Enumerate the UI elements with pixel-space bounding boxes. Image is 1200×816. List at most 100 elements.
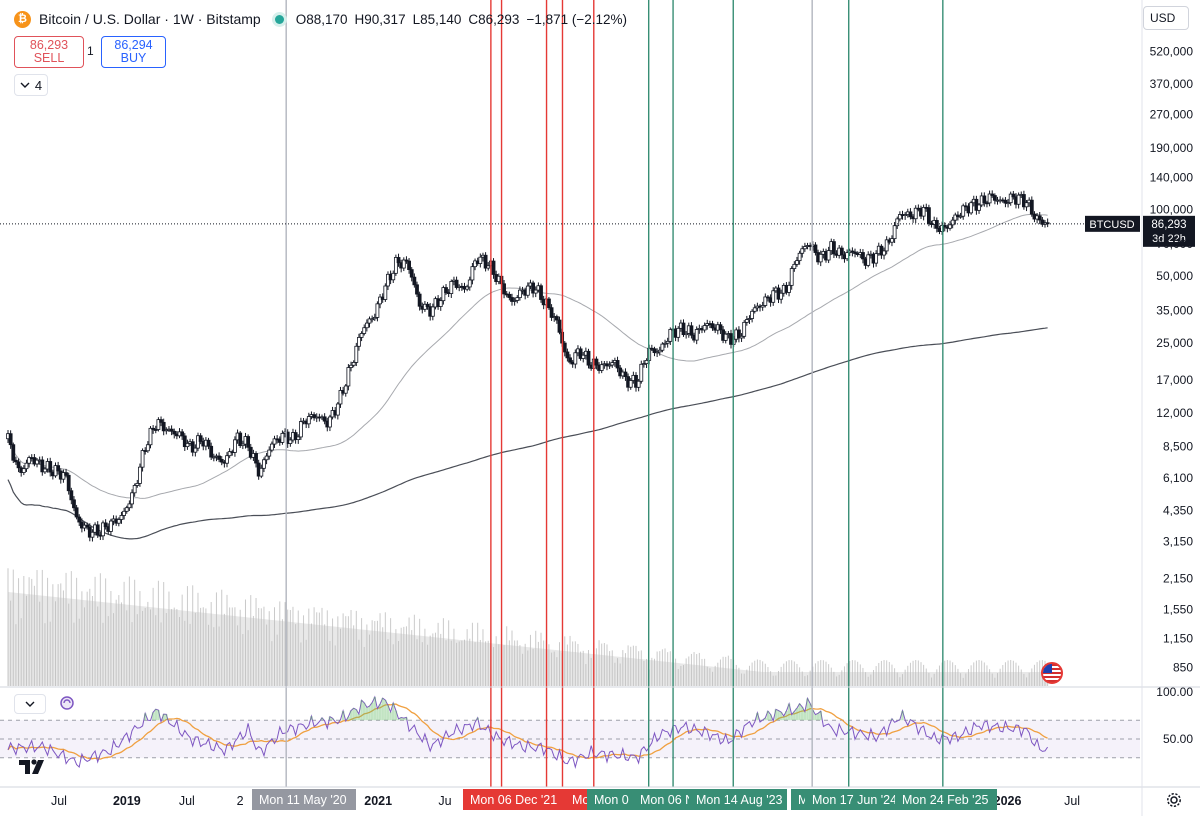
candle-body xyxy=(1029,199,1034,215)
candle-body xyxy=(190,441,195,453)
candle-body xyxy=(296,436,301,441)
candle-body xyxy=(982,195,987,204)
indicators-toggle-button[interactable]: 4 xyxy=(14,74,48,96)
candle-body xyxy=(903,214,908,216)
candle-body xyxy=(246,436,251,448)
candle-body xyxy=(27,457,32,464)
candle-body xyxy=(895,218,900,227)
time-axis-date-text: Mon 0 xyxy=(594,793,629,807)
candle-body xyxy=(483,254,488,269)
sell-price: 86,293 xyxy=(29,38,69,52)
candle-body xyxy=(72,499,76,509)
candle-body xyxy=(636,380,641,388)
price-scale-label: 4,350 xyxy=(1163,504,1193,518)
candle-body xyxy=(977,204,981,211)
candle-body xyxy=(797,252,802,262)
candle-body xyxy=(132,485,137,494)
candle-body xyxy=(642,363,646,366)
buy-button[interactable]: 86,294 BUY xyxy=(101,36,166,68)
candle-body xyxy=(238,432,243,447)
candle-body xyxy=(169,428,174,432)
ohlc-readout: O88,170 H90,317 L85,140 C86,293 −1,871 (… xyxy=(295,11,628,27)
candle-body xyxy=(763,296,768,306)
candle-body xyxy=(198,435,203,442)
candle-body xyxy=(225,455,229,464)
time-axis-label: Jul xyxy=(1064,794,1080,808)
candle-body xyxy=(737,329,741,339)
candle-body xyxy=(953,214,958,221)
candle-body xyxy=(866,254,871,266)
symbol-title[interactable]: Bitcoin / U.S. Dollar · 1W · Bitstamp xyxy=(39,11,261,27)
time-axis-label: Jul xyxy=(51,794,67,808)
candle-body xyxy=(43,468,47,473)
price-scale-label: 1,150 xyxy=(1163,631,1193,645)
candle-body xyxy=(657,349,662,353)
candle-body xyxy=(343,385,348,394)
candle-body xyxy=(689,325,694,336)
price-scale-label: 270,000 xyxy=(1150,107,1194,121)
candle-body xyxy=(665,340,670,344)
price-scale-label: 12,000 xyxy=(1156,406,1193,420)
candle-body xyxy=(718,324,723,331)
refresh-icon[interactable] xyxy=(56,693,78,713)
candle-body xyxy=(1040,219,1045,225)
rsi-collapse-button[interactable] xyxy=(14,694,46,714)
candle-body xyxy=(723,333,728,341)
open-value: 88,170 xyxy=(306,11,348,27)
sell-button[interactable]: 86,293 SELL xyxy=(14,36,84,68)
time-axis-date-tag xyxy=(805,789,895,810)
candle-body xyxy=(554,316,559,321)
candle-body xyxy=(264,455,269,461)
candle-body xyxy=(992,195,997,201)
candle-body xyxy=(16,461,21,469)
candle-body xyxy=(349,364,353,368)
candle-body xyxy=(1037,215,1042,221)
candle-body xyxy=(486,265,491,269)
candle-body xyxy=(412,276,417,286)
candle-body xyxy=(818,253,823,263)
time-axis-date-text: Mon 24 Feb '25 xyxy=(902,793,989,807)
candle-body xyxy=(430,306,435,317)
price-scale-label: 70,000 xyxy=(1156,237,1193,251)
candle-body xyxy=(568,357,572,363)
candle-body xyxy=(40,459,45,473)
candle-body xyxy=(578,348,583,359)
candle-body xyxy=(518,289,522,299)
candle-body xyxy=(196,435,200,449)
indicators-count: 4 xyxy=(34,77,43,93)
tradingview-logo-icon[interactable] xyxy=(17,756,49,776)
candles-layer xyxy=(6,190,1050,542)
candle-body xyxy=(328,416,332,428)
candle-body xyxy=(61,472,66,480)
candle-body xyxy=(1016,194,1021,205)
candle-body xyxy=(151,427,156,430)
price-scale-label: 100,000 xyxy=(1150,203,1194,217)
candle-body xyxy=(702,325,707,331)
candle-body xyxy=(581,354,586,359)
candle-body xyxy=(298,421,303,438)
candle-body xyxy=(934,220,939,229)
price-scale-label: 3,150 xyxy=(1163,535,1193,549)
candle-body xyxy=(531,282,536,294)
candle-body xyxy=(206,439,211,447)
candle-body xyxy=(159,419,163,423)
settings-gear-icon[interactable] xyxy=(1163,789,1185,811)
candle-body xyxy=(639,363,644,382)
candle-body xyxy=(135,483,140,486)
candle-body xyxy=(549,307,554,318)
close-value: 86,293 xyxy=(478,11,520,27)
time-axis-date-tag xyxy=(565,789,587,810)
time-axis-date-tag xyxy=(463,789,565,810)
candle-body xyxy=(958,215,963,218)
candle-body xyxy=(351,362,356,366)
candle-body xyxy=(306,416,311,425)
candle-body xyxy=(14,459,18,463)
currency-selector[interactable]: USD xyxy=(1143,6,1189,30)
candle-body xyxy=(417,293,422,307)
candle-body xyxy=(644,360,649,365)
candle-body xyxy=(539,285,543,300)
candle-body xyxy=(354,345,359,363)
market-status-dot[interactable] xyxy=(274,14,284,24)
moving-average-50 xyxy=(7,213,1048,499)
